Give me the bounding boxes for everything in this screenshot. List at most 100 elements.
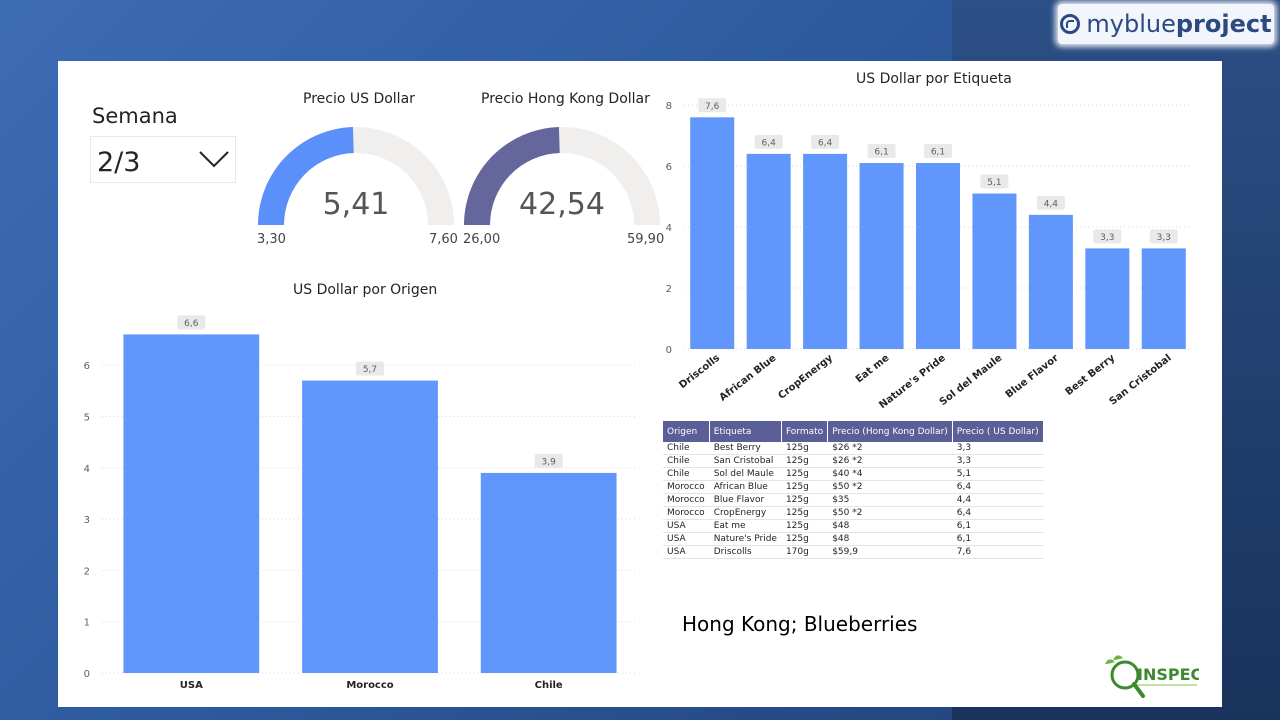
bar [1141, 248, 1186, 349]
gauge-hkd-min: 26,00 [463, 232, 501, 247]
gauge-hkd-value: 42,54 [519, 187, 605, 222]
report-canvas: Semana 2/3 Precio US Dollar 5,41 3,30 7,… [58, 61, 1222, 707]
bar [1028, 214, 1073, 349]
y-tick-label: 5 [84, 412, 90, 423]
data-label: 6,4 [762, 138, 777, 148]
chart-etiqueta-title: US Dollar por Etiqueta [856, 71, 1012, 87]
cell-formato: 170g [781, 545, 829, 559]
bar [972, 193, 1017, 349]
chart-etiqueta: 0 2 4 6 8 7,6 Driscolls 6,4 African Blue 6,4 CropE… [666, 98, 1192, 411]
data-label-bg [1093, 229, 1122, 244]
cell-precio-usd: 3,3 [952, 442, 1044, 455]
gauge-usd-fill [258, 127, 354, 225]
y-tick-label: 6 [84, 361, 90, 372]
x-tick-label: Best Berry [1064, 352, 1118, 398]
bar [859, 163, 904, 349]
x-tick-label: San Cristobal [1108, 353, 1174, 408]
inspec-logo-text: INSPEC [1137, 665, 1199, 684]
data-label: 3,3 [1100, 233, 1114, 243]
cell-precio-hkd: $59,9 [827, 545, 953, 559]
cell-precio-hkd: $35 [827, 493, 953, 507]
caption-text: Hong Kong; Blueberries [682, 612, 918, 636]
chart-origen-title: US Dollar por Origen [293, 282, 438, 298]
data-label: 6,6 [184, 319, 199, 329]
gauge-hkd-fill [464, 127, 560, 225]
cell-precio-usd: 4,4 [952, 493, 1044, 507]
cell-origen: Chile [663, 467, 710, 481]
x-tick-label: Chile [535, 680, 563, 691]
table-row: USA Nature's Pride 125g $48 6,1 [663, 532, 1044, 546]
cell-etiqueta: CropEnergy [709, 506, 782, 520]
cell-origen: Morocco [663, 493, 710, 507]
cell-origen: USA [663, 532, 710, 546]
data-label: 6,1 [931, 148, 945, 158]
cell-precio-usd: 5,1 [952, 467, 1044, 481]
gauge-hkd-title: Precio Hong Kong Dollar [481, 91, 650, 107]
inspec-logo: INSPEC [1105, 655, 1199, 698]
table-row: Chile San Cristobal 125g $26 *2 3,3 [663, 454, 1044, 468]
x-tick-label: Morocco [346, 680, 393, 691]
table-row: Morocco Blue Flavor 125g $35 4,4 [663, 493, 1044, 507]
cell-origen: USA [663, 519, 710, 533]
data-label-bg [177, 315, 206, 330]
gauge-usd [258, 127, 454, 225]
cell-precio-hkd: $48 [827, 519, 953, 533]
logo-icon [1060, 14, 1081, 34]
cell-precio-usd: 3,3 [952, 454, 1044, 468]
cell-formato: 125g [781, 480, 829, 494]
column-header-formato[interactable]: Formato [781, 421, 829, 442]
cell-precio-hkd: $50 *2 [827, 480, 953, 494]
bar [480, 472, 617, 673]
y-tick-label: 3 [84, 515, 90, 526]
cell-etiqueta: Sol del Maule [709, 467, 782, 481]
gauge-usd-title: Precio US Dollar [303, 91, 415, 107]
cell-origen: USA [663, 545, 710, 559]
cell-formato: 125g [781, 442, 829, 455]
cell-precio-hkd: $26 *2 [827, 454, 953, 468]
cell-precio-hkd: $48 [827, 532, 953, 546]
week-slicer-dropdown[interactable]: 2/3 [90, 136, 236, 183]
table-row: Chile Best Berry 125g $26 *2 3,3 [663, 442, 1044, 455]
column-header-origen[interactable]: Origen [663, 421, 710, 442]
y-tick-label: 0 [84, 669, 90, 680]
gauge-hkd-max: 59,90 [627, 232, 665, 247]
chart-origen: 0 1 2 3 4 5 6 6,6 USA 5,7 Morocco 3,9 Chile [84, 315, 638, 691]
column-header-etiqueta[interactable]: Etiqueta [709, 421, 782, 442]
cell-formato: 125g [781, 519, 829, 533]
bar [690, 117, 735, 349]
cell-etiqueta: Best Berry [709, 442, 782, 455]
data-label-bg [867, 144, 896, 159]
data-label: 5,7 [363, 365, 377, 375]
bar [915, 163, 961, 349]
x-tick-label: Driscolls [677, 353, 722, 391]
logo-text-light: myblue [1086, 10, 1176, 38]
column-header-precio-hkd[interactable]: Precio (Hong Kong Dollar) [827, 421, 953, 442]
data-label-bg [924, 144, 952, 159]
table-row: USA Eat me 125g $48 6,1 [663, 519, 1044, 533]
bar [123, 334, 260, 673]
data-label-bg [698, 98, 727, 113]
cell-precio-usd: 6,1 [952, 519, 1044, 533]
y-tick-label: 4 [84, 464, 90, 475]
data-label: 5,1 [987, 178, 1001, 188]
y-tick-label: 0 [666, 345, 672, 356]
cell-precio-hkd: $40 *4 [827, 467, 953, 481]
x-tick-label: USA [180, 680, 203, 691]
cell-precio-usd: 7,6 [952, 545, 1044, 559]
cell-precio-hkd: $26 *2 [827, 442, 953, 455]
gauge-usd-min: 3,30 [257, 232, 286, 247]
cell-etiqueta: African Blue [709, 480, 782, 494]
price-table: Origen Etiqueta Formato Precio (Hong Kon… [663, 421, 1044, 559]
bar [1085, 248, 1130, 349]
cell-origen: Morocco [663, 506, 710, 520]
column-header-precio-usd[interactable]: Precio ( US Dollar) [952, 421, 1044, 442]
chevron-down-icon[interactable] [197, 145, 231, 171]
data-label-bg [754, 134, 783, 149]
cell-etiqueta: Nature's Pride [709, 532, 782, 546]
data-label: 4,4 [1044, 199, 1059, 209]
cell-precio-usd: 6,4 [952, 480, 1044, 494]
myblueproject-logo: myblue project [1058, 4, 1274, 44]
gauge-usd-max: 7,60 [429, 232, 458, 247]
gauge-hkd [464, 127, 660, 225]
table-header-row: Origen Etiqueta Formato Precio (Hong Kon… [663, 421, 1044, 442]
